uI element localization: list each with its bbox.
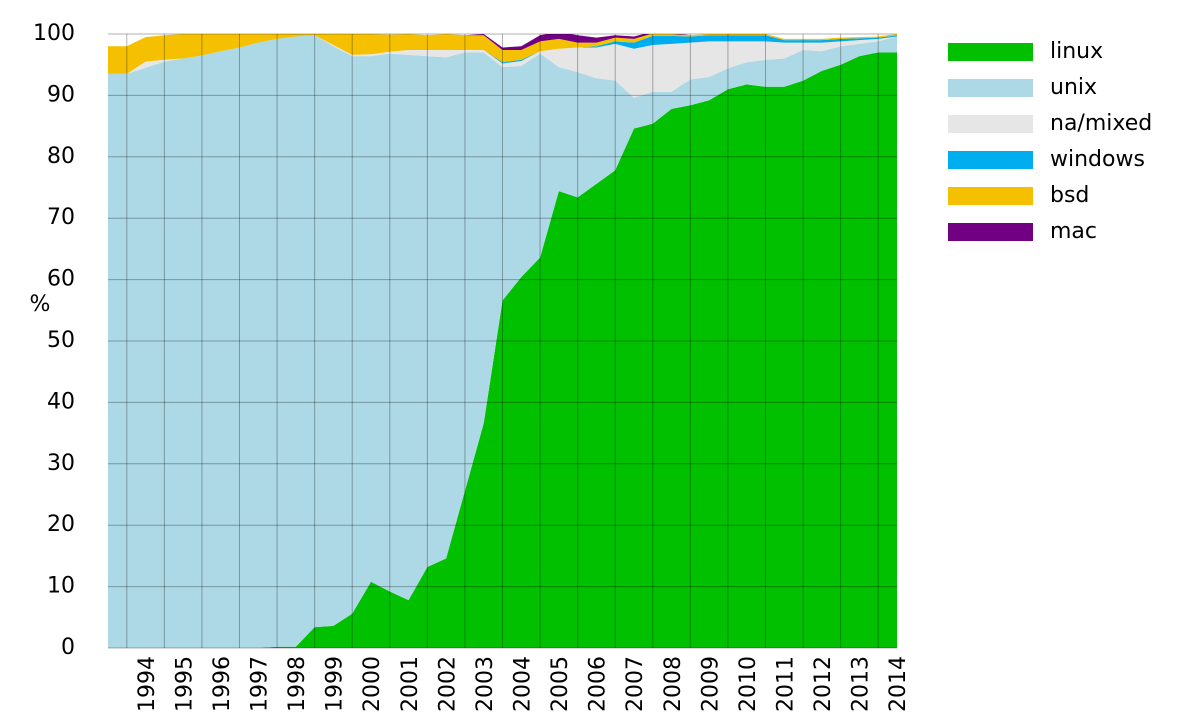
x-tick-label: 1999 xyxy=(323,656,348,712)
legend-label: windows xyxy=(1050,147,1145,172)
area xyxy=(108,35,897,648)
legend-swatch xyxy=(948,151,1033,169)
legend-label: mac xyxy=(1050,219,1097,244)
x-tick-label: 1996 xyxy=(210,656,235,712)
x-tick-label: 2004 xyxy=(511,656,536,712)
x-tick-label: 1995 xyxy=(172,656,197,712)
legend-swatch xyxy=(948,43,1033,61)
y-tick-label: 0 xyxy=(61,635,75,660)
legend-swatch xyxy=(948,187,1033,205)
x-tick-label: 2007 xyxy=(623,656,648,712)
y-tick-label: 70 xyxy=(47,205,75,230)
legend-swatch xyxy=(948,223,1033,241)
y-tick-label: 40 xyxy=(47,389,75,414)
y-tick-label: 50 xyxy=(47,328,75,353)
x-tick-label: 1998 xyxy=(285,656,310,712)
x-tick-label: 2009 xyxy=(698,656,723,712)
legend-label: bsd xyxy=(1050,183,1089,208)
x-tick-label: 2006 xyxy=(586,656,611,712)
y-tick-label: 80 xyxy=(47,144,75,169)
x-tick-label: 1997 xyxy=(248,656,273,712)
y-tick-label: 100 xyxy=(33,21,75,46)
x-tick-label: 2014 xyxy=(886,656,911,712)
y-tick-label: 10 xyxy=(47,574,75,599)
y-tick-label: 20 xyxy=(47,512,75,537)
legend-swatch xyxy=(948,115,1033,133)
x-tick-label: 2005 xyxy=(548,656,573,712)
x-tick-label: 2008 xyxy=(661,656,686,712)
x-tick-label: 2003 xyxy=(473,656,498,712)
legend-label: na/mixed xyxy=(1050,111,1152,136)
x-tick-label: 1994 xyxy=(135,656,160,712)
y-tick-label: 30 xyxy=(47,451,75,476)
legend-label: linux xyxy=(1050,39,1103,64)
x-tick-label: 2010 xyxy=(736,656,761,712)
y-tick-label: 90 xyxy=(47,82,75,107)
x-tick-label: 2013 xyxy=(849,656,874,712)
area xyxy=(108,35,897,98)
y-axis-label: % xyxy=(30,292,51,317)
legend-swatch xyxy=(948,79,1033,97)
area xyxy=(108,52,897,648)
y-tick-label: 60 xyxy=(47,267,75,292)
x-tick-label: 2012 xyxy=(811,656,836,712)
area xyxy=(108,34,897,74)
plot-area xyxy=(108,34,897,648)
x-tick-label: 2001 xyxy=(398,656,423,712)
x-tick-label: 2002 xyxy=(435,656,460,712)
x-tick-label: 2000 xyxy=(360,656,385,712)
legend-label: unix xyxy=(1050,75,1097,100)
x-tick-label: 2011 xyxy=(774,656,799,712)
